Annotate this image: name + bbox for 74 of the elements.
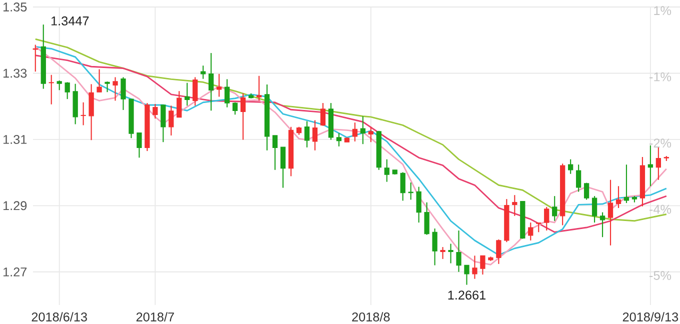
annotation: -5% [650,271,672,280]
candlestick [184,82,190,106]
candlestick [656,146,661,180]
candlestick [584,182,590,200]
candlestick [424,202,430,236]
annotation: 1.3447 [52,16,89,26]
candlestick [112,76,118,102]
candlestick [480,255,486,276]
candlestick [576,164,582,192]
candlestick [592,196,598,224]
candlestick [464,264,470,286]
candlestick [544,206,550,232]
candlestick [472,255,478,280]
candlestick [600,212,606,238]
candlestick [232,102,238,116]
candlestick [208,52,214,112]
candlestick [304,120,310,148]
candlestick [384,158,390,182]
candlestick [512,194,518,216]
candlestick [448,243,454,264]
candlestick [552,196,558,222]
candlestick [400,172,406,202]
candlestick [456,230,462,272]
candlestick [320,102,326,126]
candlestick [432,228,438,266]
candlestick [200,65,206,80]
annotation: -2% [650,138,672,148]
candlestick [152,103,158,120]
candlestick [224,78,230,108]
candlestick [280,146,286,188]
candlestick [568,158,574,174]
x-tick-label: 2018/8 [352,312,390,322]
candlestick [312,120,318,151]
candlestick [272,134,278,170]
y-tick-label: 1.31 [3,134,27,144]
candlestick [80,102,86,126]
candlestick [536,222,542,233]
candlestick [64,82,70,100]
candlestick [56,80,62,91]
y-tick-label: 1.35 [3,2,27,12]
x-tick-label: 2018/9/13 [622,312,678,322]
candlestick [176,90,182,118]
candlestick [608,179,614,246]
candlestick [192,76,198,106]
candlestick [168,105,174,136]
x-tick-label: 2018/7 [136,312,174,322]
candlestick [216,73,222,98]
candlestick [528,222,534,241]
candlestick [120,76,126,111]
y-tick-label: 1.33 [3,68,27,78]
candlestick [88,84,94,141]
y-tick-label: 1.27 [3,267,27,276]
candlestick [240,92,246,140]
candlestick [616,186,622,209]
annotation: 1% [654,6,672,16]
candlestick [416,186,422,224]
annotation: 1.2661 [448,290,486,300]
candlestick [256,75,262,102]
candlestick [104,80,110,93]
candlestick [160,104,166,143]
candlestick [360,116,366,145]
candlestick [496,238,502,264]
annotation: -1% [650,72,672,82]
candlestick [336,132,342,147]
candlestick [96,68,102,93]
y-tick-label: 1.29 [3,201,27,210]
x-tick-label: 2018/6/13 [32,312,87,322]
candlestick [48,74,54,105]
candlestick [368,126,374,143]
candlestick [440,246,446,260]
candlestick [136,132,142,158]
annotation: -4% [650,204,672,214]
candlestick [352,122,358,142]
candlestick [624,164,630,204]
